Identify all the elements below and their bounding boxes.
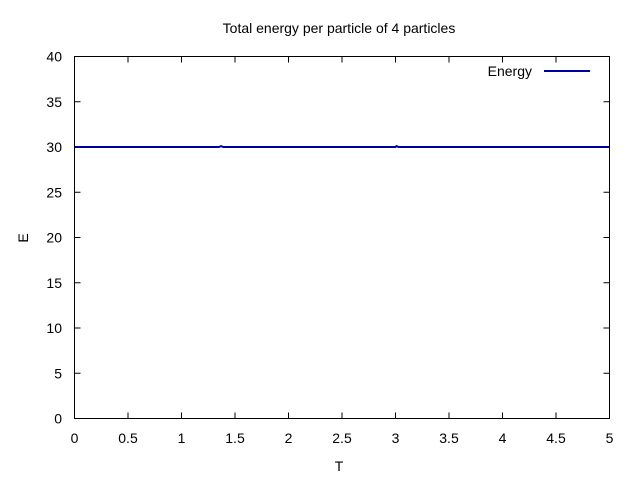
x-tick-label: 0: [71, 430, 79, 446]
x-tick-label: 4.5: [546, 430, 566, 446]
x-tick-label: 2: [285, 430, 293, 446]
chart-title: Total energy per particle of 4 particles: [223, 20, 456, 36]
x-tick-label: 3: [392, 430, 400, 446]
x-tick-label: 3.5: [439, 430, 459, 446]
x-tick-label: 1: [178, 430, 186, 446]
x-tick-label: 2.5: [332, 430, 352, 446]
series-line-energy: [74, 144, 610, 148]
y-tick-label: 10: [46, 320, 62, 336]
x-tick-label: 0.5: [118, 430, 138, 446]
legend: Energy: [488, 63, 590, 79]
y-tick-label: 0: [54, 411, 62, 427]
y-tick-label: 5: [54, 365, 62, 381]
x-tick-label: 4: [499, 430, 507, 446]
legend-label-energy: Energy: [488, 63, 532, 79]
x-tick-label: 5: [606, 430, 614, 446]
plot-frame: [74, 56, 610, 419]
y-tick-label: 40: [46, 49, 62, 65]
y-tick-label: 35: [46, 94, 62, 110]
y-tick-label: 20: [46, 230, 62, 246]
x-axis-label: T: [335, 458, 344, 474]
y-tick-label: 15: [46, 275, 62, 291]
y-tick-label: 30: [46, 139, 62, 155]
y-tick-label: 25: [46, 184, 62, 200]
x-tick-label: 1.5: [225, 430, 245, 446]
y-axis-label: E: [15, 233, 31, 242]
